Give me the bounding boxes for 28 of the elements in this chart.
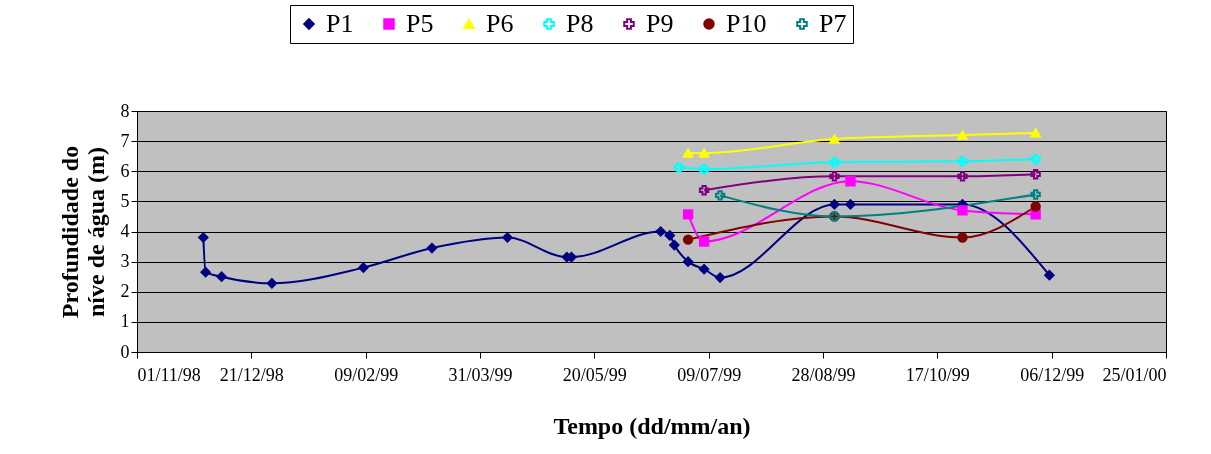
legend-label: P6 (486, 9, 514, 38)
x-tick-label: 20/05/99 (562, 364, 627, 385)
x-tick-label: 31/03/99 (448, 364, 513, 385)
legend-label: P7 (819, 9, 847, 38)
x-tick-label: 06/12/99 (1020, 364, 1085, 385)
legend-label: P8 (566, 9, 594, 38)
legend-label: P1 (326, 9, 354, 38)
y-tick-label: 1 (120, 311, 130, 332)
legend-label: P9 (646, 9, 674, 38)
y-tick-label: 2 (120, 281, 130, 302)
y-axis-title: Profundidade do níve de água (m) (56, 145, 109, 319)
x-tick-label: 09/02/99 (334, 364, 399, 385)
x-axis-title: Tempo (dd/mm/an) (553, 412, 751, 439)
y-tick-label: 7 (120, 130, 130, 151)
x-tick-label: 01/11/98 (137, 364, 201, 385)
x-tick-label: 09/07/99 (677, 364, 742, 385)
x-tick-label: 21/12/98 (219, 364, 284, 385)
legend-label: P5 (406, 9, 434, 38)
y-tick-label: 6 (120, 160, 130, 181)
y-tick-label: 0 (120, 341, 130, 362)
y-tick-label: 5 (120, 190, 130, 211)
y-tick-label: 4 (120, 221, 130, 241)
x-tick-label: 25/01/00 (1102, 364, 1167, 385)
legend-label: P10 (726, 9, 767, 38)
y-tick-label: 3 (120, 251, 130, 272)
y-tick-label: 8 (120, 100, 130, 121)
x-tick-label: 17/10/99 (905, 364, 970, 385)
x-tick-label: 28/08/99 (791, 364, 856, 385)
